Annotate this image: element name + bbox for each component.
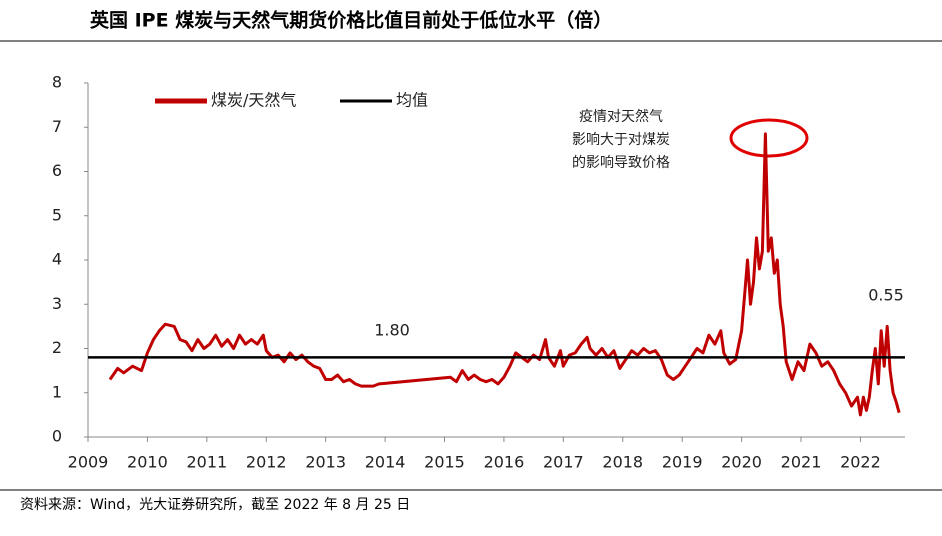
legend-label: 均值 xyxy=(396,91,428,110)
x-tick-label: 2010 xyxy=(127,453,168,472)
annotation-line: 疫情对天然气 xyxy=(579,108,663,125)
x-tick-label: 2020 xyxy=(721,453,762,472)
x-tick-label: 2012 xyxy=(246,453,287,472)
y-tick-label: 7 xyxy=(52,117,62,136)
y-tick-label: 1 xyxy=(52,382,62,401)
highlight-ellipse xyxy=(729,118,809,158)
y-tick-label: 5 xyxy=(52,205,62,224)
latest-label: 0.55 xyxy=(868,286,904,305)
x-tick-label: 2017 xyxy=(543,453,584,472)
x-tick-label: 2015 xyxy=(424,453,465,472)
series-line xyxy=(108,132,901,417)
x-tick-label: 2014 xyxy=(365,453,406,472)
y-tick-label: 0 xyxy=(52,427,62,446)
x-tick-label: 2021 xyxy=(781,453,822,472)
x-tick-label: 2013 xyxy=(305,453,346,472)
chart-title: 英国 IPE 煤炭与天然气期货价格比值目前处于低位水平（倍） xyxy=(90,9,612,32)
y-tick-label: 6 xyxy=(52,161,62,180)
x-tick-label: 2009 xyxy=(68,453,109,472)
legend-label: 煤炭/天然气 xyxy=(211,91,296,110)
x-tick-label: 2011 xyxy=(186,453,227,472)
source: 资料来源：Wind，光大证券研究所，截至 2022 年 8 月 25 日 xyxy=(20,497,410,513)
annotation-line: 的影响导致价格 xyxy=(572,155,670,171)
annotation-line: 影响大于对煤炭 xyxy=(572,132,670,148)
x-tick-label: 2019 xyxy=(662,453,703,472)
x-tick-label: 2022 xyxy=(840,453,881,472)
x-tick-label: 2016 xyxy=(484,453,525,472)
mean-label: 1.80 xyxy=(374,321,410,340)
x-tick-label: 2018 xyxy=(602,453,643,472)
y-tick-label: 4 xyxy=(52,250,62,269)
y-tick-label: 3 xyxy=(52,294,62,313)
y-tick-label: 8 xyxy=(52,73,62,92)
y-tick-label: 2 xyxy=(52,338,62,357)
